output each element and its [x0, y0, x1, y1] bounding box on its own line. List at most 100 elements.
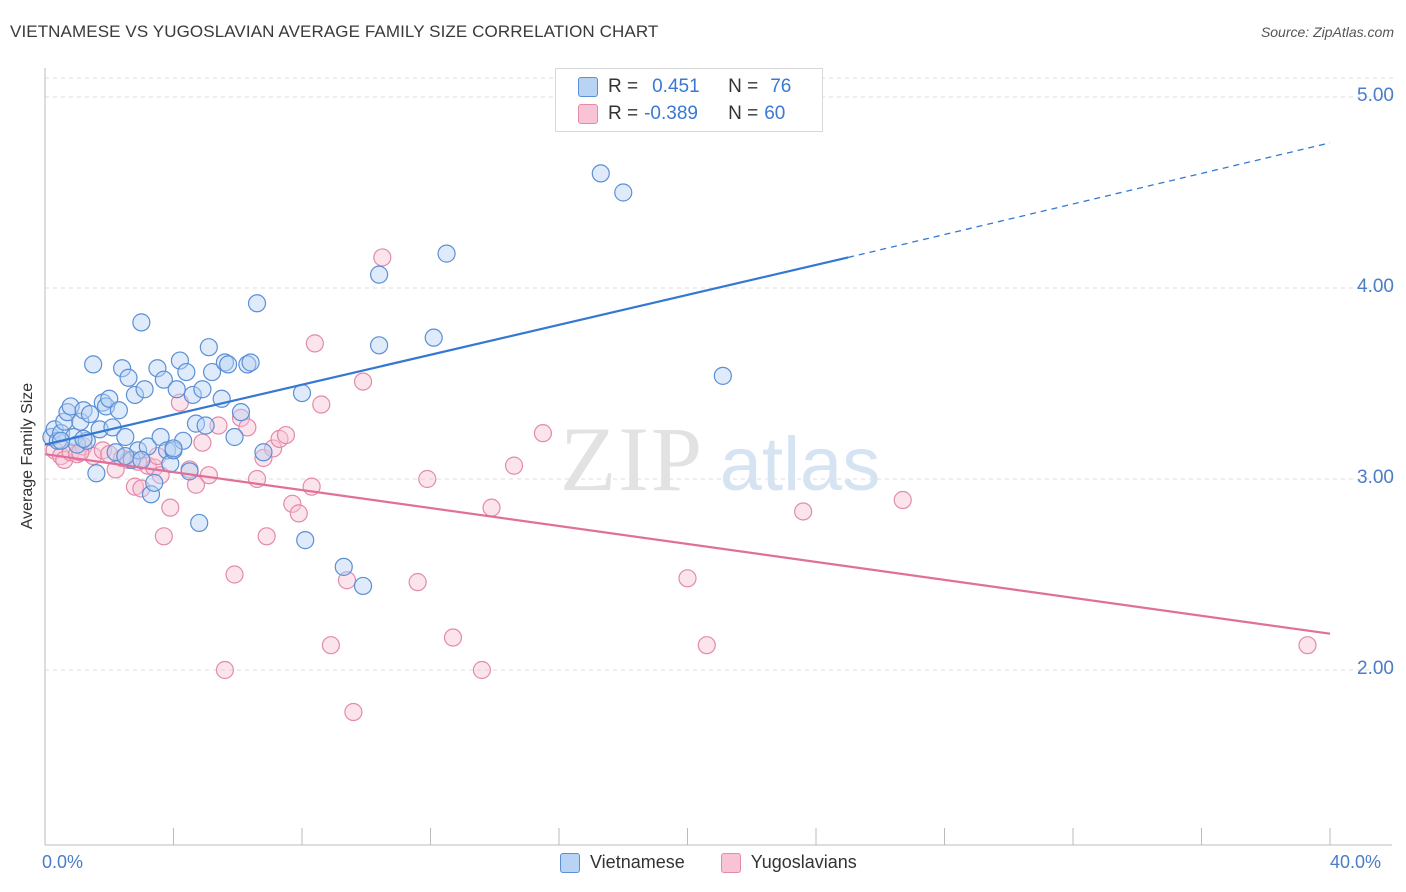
correlation-legend: R = 0.451 N = 76 R = -0.389 N = 60	[555, 68, 823, 132]
yugoslavians-point	[418, 469, 437, 489]
yugoslavians-point	[209, 416, 228, 435]
trend-lines	[44, 142, 1331, 635]
vietnamese-point	[180, 462, 199, 481]
vietnamese-point	[80, 404, 100, 424]
vietnamese-point	[119, 368, 138, 387]
series-vietnamese	[42, 164, 732, 596]
vietnamese-point	[112, 359, 132, 378]
yugoslavians-point	[225, 565, 244, 584]
vietnamese-point	[116, 446, 135, 466]
yugoslavians-point	[312, 395, 331, 414]
vietnamese-point	[58, 403, 77, 422]
vietnamese-point	[55, 412, 74, 431]
r-value: 0.451	[652, 76, 700, 97]
vietnamese-point	[247, 294, 267, 313]
legend-swatch-pink	[578, 104, 598, 124]
y-tick-label: 3.00	[1357, 467, 1394, 488]
x-tick-min: 0.0%	[42, 852, 84, 872]
yugoslavians-point	[125, 477, 145, 496]
chart-title: VIETNAMESE VS YUGOSLAVIAN AVERAGE FAMILY…	[10, 22, 659, 41]
yugoslavians-point	[893, 490, 912, 510]
n-value: 76	[770, 76, 792, 97]
y-tick-label: 5.00	[1357, 85, 1394, 106]
vietnamese-point	[132, 313, 151, 332]
vietnamese-point	[437, 244, 456, 263]
y-tick-label: 2.00	[1357, 658, 1394, 679]
trend-line-yugoslavians	[44, 453, 1331, 635]
vietnamese-point	[296, 531, 315, 550]
yugoslavians-point	[154, 527, 173, 546]
vietnamese-point	[370, 265, 389, 284]
yugoslavians-point	[193, 433, 212, 452]
vietnamese-point	[157, 441, 177, 460]
yugoslavians-point	[697, 636, 716, 655]
vietnamese-point	[148, 359, 167, 378]
vietnamese-point	[164, 439, 183, 458]
axes	[44, 68, 1392, 846]
yugoslavians-point	[344, 702, 363, 722]
n-label: N =	[728, 76, 759, 97]
vietnamese-point	[254, 443, 273, 462]
x-tick-max: 40.0%	[1330, 852, 1382, 872]
vietnamese-point	[109, 401, 128, 420]
yugoslavians-point	[794, 502, 813, 521]
vietnamese-point	[353, 576, 373, 596]
vietnamese-point	[87, 464, 106, 483]
legend-item-vietnamese[interactable]: Vietnamese	[560, 852, 685, 873]
legend-label: Yugoslavians	[750, 852, 857, 872]
yugoslavians-point	[353, 372, 373, 391]
yugoslavians-point	[257, 527, 276, 546]
vietnamese-point	[145, 473, 164, 492]
vietnamese-point	[106, 443, 125, 462]
vietnamese-point	[334, 557, 353, 576]
yugoslavians-point	[678, 569, 697, 588]
legend-row-yugoslavians: R = -0.389 N = 60	[578, 102, 785, 126]
vietnamese-point	[116, 427, 135, 447]
vietnamese-point	[84, 355, 103, 374]
yugoslavians-point	[254, 448, 273, 468]
r-label: R =	[608, 103, 639, 124]
r-label: R =	[608, 76, 639, 97]
vietnamese-point	[215, 353, 234, 372]
legend-item-yugoslavians[interactable]: Yugoslavians	[720, 852, 857, 873]
vietnamese-point	[238, 355, 257, 374]
n-value: 60	[764, 103, 786, 124]
yugoslavians-point	[305, 334, 324, 353]
vietnamese-point	[241, 353, 260, 372]
n-label: N =	[728, 103, 759, 124]
vietnamese-point	[370, 336, 389, 355]
vietnamese-point	[71, 412, 90, 431]
yugoslavians-point	[373, 248, 392, 267]
vietnamese-point	[125, 385, 145, 405]
vietnamese-point	[614, 183, 633, 202]
series-legend: Vietnamese Yugoslavians	[560, 852, 893, 873]
vietnamese-point	[193, 380, 212, 399]
watermark: ZIP atlas	[560, 408, 880, 510]
yugoslavians-point	[408, 573, 427, 592]
yugoslavians-point	[482, 498, 501, 517]
vietnamese-point	[167, 380, 186, 399]
legend-label: Vietnamese	[590, 852, 685, 872]
vietnamese-point	[74, 429, 93, 448]
legend-swatch-blue	[560, 852, 580, 873]
yugoslavians-point	[238, 418, 257, 437]
yugoslavians-point	[161, 498, 180, 517]
legend-swatch-blue	[578, 77, 598, 97]
vietnamese-point	[154, 370, 173, 389]
yugoslavians-point	[472, 660, 491, 680]
yugoslavians-point	[321, 636, 341, 655]
vietnamese-point	[202, 362, 222, 382]
source-label: Source: ZipAtlas.com	[1260, 24, 1394, 40]
yugoslavians-point	[289, 504, 308, 523]
vietnamese-point	[713, 366, 732, 385]
yugoslavians-point	[504, 456, 524, 475]
legend-swatch-pink	[720, 852, 741, 873]
yugoslavians-point	[263, 439, 283, 458]
yugoslavians-point	[443, 628, 463, 647]
yugoslavians-point	[533, 424, 553, 443]
yugoslavians-point	[1298, 636, 1317, 655]
trend-line-vietnamese	[44, 256, 849, 446]
vietnamese-point	[424, 328, 443, 347]
yugoslavians-point	[215, 660, 234, 680]
